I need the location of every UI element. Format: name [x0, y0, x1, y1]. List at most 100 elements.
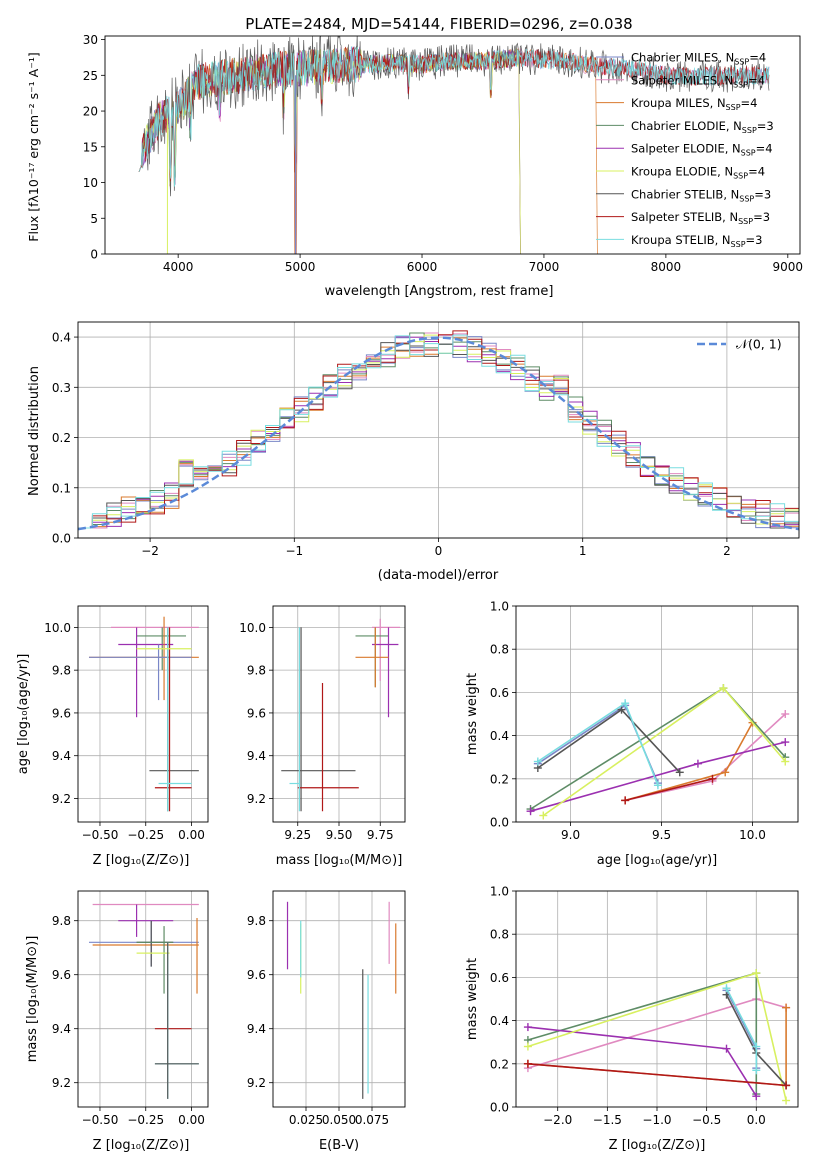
weight-line: [527, 1063, 787, 1087]
x-tick-label: 0.00: [178, 828, 205, 842]
axes-frame: [272, 605, 406, 823]
x-tick-label: 9.5: [652, 828, 671, 842]
legend-label: Kroupa ELODIE, NSSP=4: [631, 165, 765, 181]
y-tick-label: 0.4: [490, 729, 509, 743]
spectrum-line: [138, 46, 770, 187]
weight-line: [537, 708, 681, 773]
y-tick-label: 30: [83, 33, 98, 47]
y-tick-label: 10.0: [239, 621, 266, 635]
spectrum-panel: 4000 5000 6000 7000 8000 9000 0 5 10 15 20 25 30 Chab…: [83, 33, 803, 274]
x-tick-label: −2: [141, 544, 159, 558]
legend-subscript: SSP: [734, 58, 749, 67]
x-tick-label: 5000: [285, 260, 316, 274]
legend-label: Salpeter ELODIE, NSSP=4: [631, 142, 773, 158]
x-tick-label: 0.050: [322, 1113, 356, 1127]
weight-line: [527, 1026, 757, 1097]
legend-label: Chabrier ELODIE, NSSP=3: [631, 119, 774, 135]
x-tick-label: 0: [435, 544, 443, 558]
y-tick-label: 9.6: [52, 706, 71, 720]
y-tick-label: 9.4: [247, 1022, 266, 1036]
y-tick-label: 1.0: [490, 885, 509, 899]
age-z-ylabel: age [log₁₀(age/yr)]: [16, 654, 31, 775]
legend-subscript: SSP: [739, 194, 754, 203]
mass-vs-metallicity-panel: −0.50 −0.25 0.00 9.2 9.4 9.6 9.8: [52, 890, 209, 1127]
legend-value: =3: [746, 233, 763, 247]
x-tick-label: 9.75: [367, 828, 394, 842]
histogram-steps: [78, 342, 799, 529]
x-tick-label: −0.50: [82, 828, 119, 842]
legend-label: Chabrier MILES, NSSP=4: [631, 51, 766, 67]
x-tick-label: 2: [723, 544, 731, 558]
y-tick-label: 0.6: [490, 686, 509, 700]
histogram-steps: [78, 330, 799, 529]
y-tick-label: 0.1: [52, 481, 71, 495]
weight-line: [537, 704, 659, 784]
legend-value: =3: [757, 119, 774, 133]
w-age-xlabel: age [log₁₀(age/yr)]: [597, 853, 718, 868]
y-tick-label: 9.2: [52, 1076, 71, 1090]
y-tick-label: 0.0: [52, 532, 71, 546]
y-tick-label: 9.8: [247, 664, 266, 678]
weight-line: [537, 701, 659, 786]
x-tick-label: 10.0: [739, 828, 766, 842]
y-tick-label: 0.4: [52, 331, 71, 345]
y-tick-label: 0.0: [490, 816, 509, 830]
y-tick-label: 0.6: [490, 971, 509, 985]
y-tick-label: 9.4: [52, 1022, 71, 1036]
y-tick-label: 20: [83, 105, 98, 119]
residual-histogram-panel: −2 −1 0 1 2 0.0 0.1 0.2 0.3 0.4 𝒩(0, 1): [52, 321, 800, 558]
weight-line: [530, 741, 786, 812]
x-tick-label: 0.025: [289, 1113, 323, 1127]
axes-frame: [77, 890, 209, 1108]
y-tick-label: 1.0: [490, 600, 509, 614]
axes-frame: [104, 35, 801, 255]
plot-area: [286, 901, 397, 1099]
spectrum-xlabel: wavelength [Angstrom, rest frame]: [325, 284, 554, 299]
legend-value: =4: [749, 51, 766, 65]
age-vs-metallicity-panel: −0.50 −0.25 0.00 9.2 9.4 9.6 9.8 10.0: [44, 605, 209, 842]
y-tick-label: 9.2: [247, 792, 266, 806]
legend-subscript: SSP: [741, 149, 756, 158]
mass-z-ylabel: mass [log₁₀(M/M⊙)]: [25, 936, 40, 1063]
x-tick-label: −0.5: [692, 1113, 721, 1127]
y-tick-label: 9.8: [247, 914, 266, 928]
legend-label: 𝒩(0, 1): [736, 337, 782, 352]
legend-subscript: SSP: [742, 126, 757, 135]
legend-subscript: SSP: [733, 80, 748, 89]
x-tick-label: −1.0: [642, 1113, 671, 1127]
weight-line: [625, 713, 786, 802]
y-tick-label: 9.8: [52, 664, 71, 678]
x-tick-label: 6000: [407, 260, 438, 274]
mass-ebv-xlabel: E(B-V): [319, 1138, 359, 1153]
x-tick-label: 8000: [651, 260, 682, 274]
legend-label: Kroupa MILES, NSSP=4: [631, 96, 757, 112]
legend-label: Chabrier STELIB, NSSP=3: [631, 187, 771, 203]
y-tick-label: 0.3: [52, 381, 71, 395]
y-tick-label: 10: [83, 176, 98, 190]
x-tick-label: −0.25: [127, 828, 164, 842]
weight-vs-metallicity-panel: −2.0 −1.5 −1.0 −0.5 0.0 0.0 0.2 0.4 0.6 0.8 1.0: [490, 885, 799, 1127]
legend-subscript: SSP: [733, 172, 748, 181]
y-tick-label: 0.2: [490, 1057, 509, 1071]
legend-label: Salpeter STELIB, NSSP=3: [631, 210, 770, 226]
plot-area: [526, 684, 790, 820]
axes-frame: [272, 890, 406, 1108]
axes-frame: [77, 321, 800, 539]
histogram-steps: [78, 334, 799, 529]
y-tick-label: 0.8: [490, 643, 509, 657]
y-tick-label: 15: [83, 140, 98, 154]
x-tick-label: 0.00: [178, 1113, 205, 1127]
x-tick-label: 7000: [529, 260, 560, 274]
y-tick-label: 0.0: [490, 1101, 509, 1115]
y-tick-label: 9.2: [247, 1076, 266, 1090]
x-tick-label: −1: [285, 544, 303, 558]
legend-value: =4: [756, 142, 773, 156]
hist-xlabel: (data-model)/error: [378, 568, 499, 583]
x-tick-label: 4000: [163, 260, 194, 274]
age-mass-xlabel: mass [log₁₀(M/M⊙)]: [276, 853, 403, 868]
axes-frame: [515, 890, 799, 1108]
y-tick-label: 9.6: [247, 706, 266, 720]
y-tick-label: 9.4: [247, 749, 266, 763]
gaussian-curve: [78, 336, 799, 531]
